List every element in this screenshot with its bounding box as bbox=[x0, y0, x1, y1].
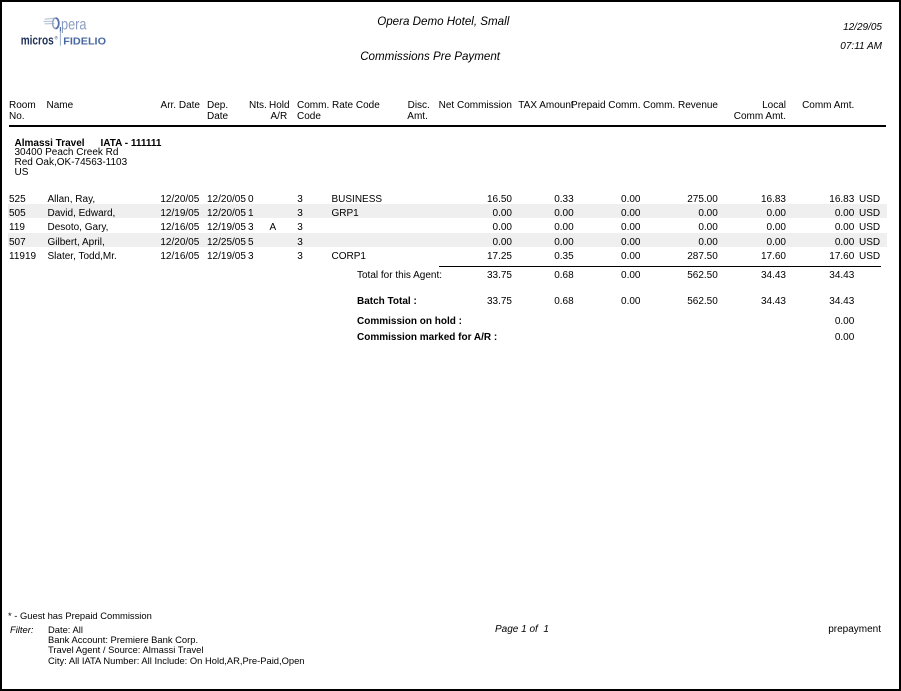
svg-text:®: ® bbox=[55, 35, 59, 41]
svg-text:FIDELIO: FIDELIO bbox=[63, 37, 106, 48]
svg-text:pera: pera bbox=[61, 16, 87, 33]
svg-text:micros: micros bbox=[21, 33, 54, 48]
